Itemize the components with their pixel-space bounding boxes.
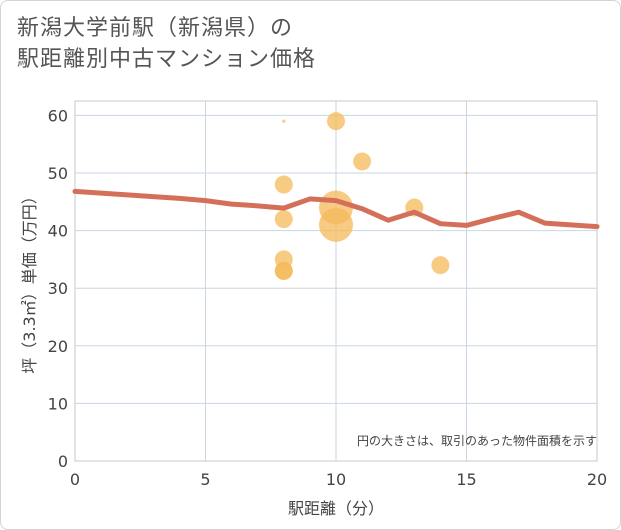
y-tick-labels: 0 10 20 30 40 50 60: [48, 106, 68, 471]
y-tick-label: 30: [48, 279, 68, 298]
title-line-2: 駅距離別中古マンション価格: [17, 47, 317, 72]
y-tick-label: 50: [48, 164, 68, 183]
x-tick-label: 0: [70, 470, 80, 489]
y-tick-label: 40: [48, 222, 68, 241]
y-tick-label: 10: [48, 394, 68, 413]
title-line-1: 新潟大学前駅（新潟県）の: [17, 16, 294, 41]
data-bubble: [274, 175, 293, 194]
data-bubble: [353, 152, 372, 171]
y-tick-label: 0: [58, 452, 68, 471]
data-bubble: [465, 171, 468, 175]
y-tick-label: 60: [48, 106, 68, 125]
data-bubble: [274, 261, 293, 280]
x-tick-label: 5: [200, 470, 210, 489]
data-bubble: [282, 119, 286, 123]
x-axis-label: 駅距離（分）: [288, 499, 384, 518]
chart-title: 新潟大学前駅（新潟県）の 駅距離別中古マンション価格: [17, 13, 316, 75]
bubble-layer: [274, 112, 468, 280]
data-bubble: [319, 207, 353, 242]
y-tick-label: 20: [48, 337, 68, 356]
data-bubble: [274, 210, 293, 229]
bubble-size-note: 円の大きさは、取引のあった物件面積を示す: [357, 433, 597, 448]
x-tick-label: 10: [326, 470, 346, 489]
x-tick-labels: 0 5 10 15 20: [70, 470, 607, 489]
data-bubble: [327, 112, 345, 131]
trend-line: [72, 188, 600, 230]
data-bubble: [431, 256, 450, 275]
x-tick-label: 20: [587, 470, 607, 489]
y-axis-label: 坪（3.3㎡）単価（万円）: [20, 188, 39, 373]
x-tick-label: 15: [456, 470, 476, 489]
grid-lines: [75, 101, 597, 461]
